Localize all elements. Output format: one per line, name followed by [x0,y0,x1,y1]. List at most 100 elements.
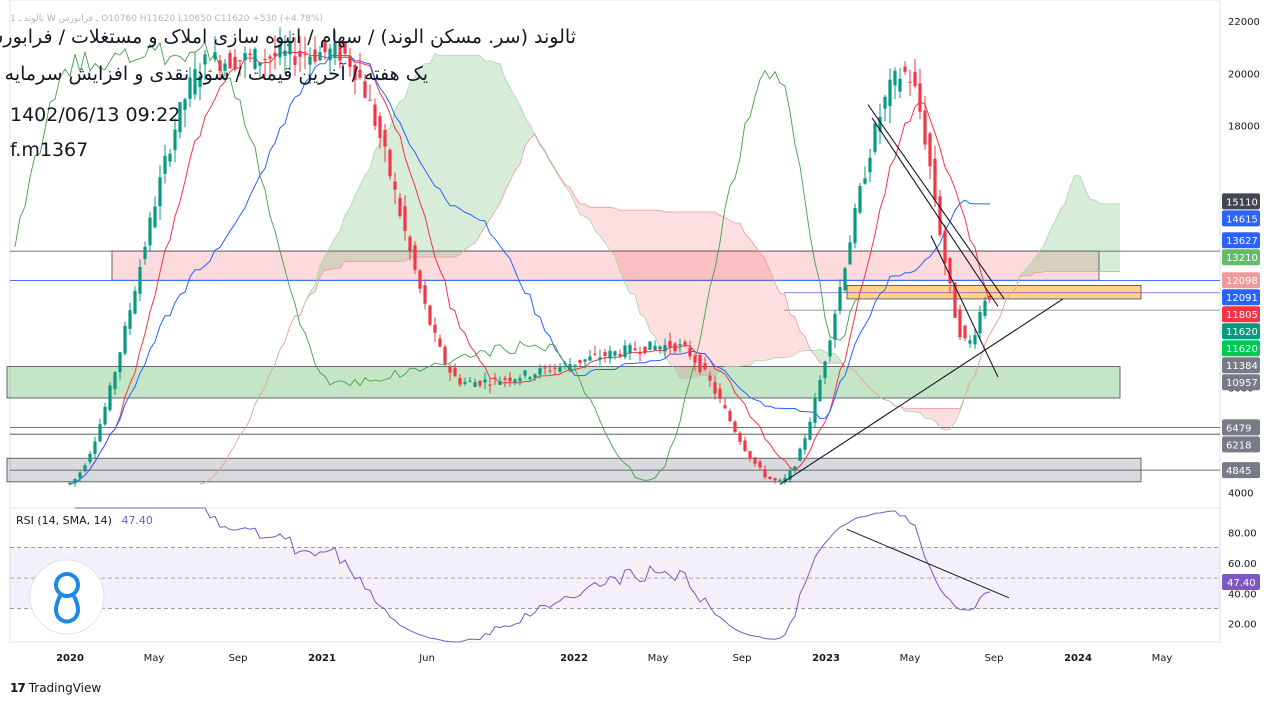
cloud-segment [590,207,595,231]
candle-body [388,149,392,177]
time-tick-label: 2024 [1064,653,1092,664]
lagging-span [14,41,861,481]
candle-body [108,385,112,411]
candle-body [428,305,432,325]
cloud-segment [355,185,360,262]
price-label-text: 14615 [1226,214,1258,225]
cloud-segment [770,270,775,360]
cloud-segment [380,132,385,262]
cloud-segment [1110,203,1115,272]
candle-body [148,217,152,246]
candle-body [593,353,597,355]
price-label-4845 [1222,462,1260,479]
candle-body [328,48,332,61]
cloud-segment [430,53,435,258]
time-tick-label: Sep [229,653,248,664]
candle-body [418,270,422,289]
cloud-segment [645,210,650,332]
rsi-legend[interactable]: RSI (14, SMA, 14) 47.40 [16,514,153,527]
candle-body [908,81,912,83]
price-label-15110 [1222,193,1260,210]
candle-body [838,287,842,311]
candle-body [893,70,897,86]
cloud-segment [620,210,625,283]
rsi-line [75,507,991,643]
cloud-segment [630,210,635,295]
cloud-segment [415,67,420,258]
candle-body [733,421,737,433]
rsi-label: RSI (14, SMA, 14) [16,514,112,527]
cloud-segment [325,247,330,270]
time-tick-label: Jun [418,653,435,664]
cloud-segment [525,117,530,147]
candle-body [68,482,72,485]
cloud-segment [635,210,640,315]
senkou-b [199,133,1120,485]
cloud-segment [580,204,585,217]
candle-body [673,343,677,352]
candle-body [603,352,607,356]
cloud-segment [680,211,685,379]
candle-body [158,177,162,207]
cloud-segment [585,204,590,220]
candle-body [513,379,517,383]
rsi-tick-label: 60.00 [1228,559,1257,570]
candle-body [113,372,117,390]
price-label-6218 [1222,436,1260,453]
price-label-12098 [1222,272,1260,289]
cloud-segment [480,55,485,235]
candle-body [713,382,717,394]
cloud-segment [515,96,520,171]
candle-body [493,377,497,379]
candle-body [773,478,777,481]
cloud-segment [395,101,400,262]
candle-body [948,257,952,284]
cloud-segment [1100,203,1105,272]
candle-body [918,83,922,112]
candle-body [798,448,802,461]
cloud-segment [320,255,325,277]
candle-body [633,348,637,351]
tradingview-brand[interactable]: 17 TradingView [10,681,101,695]
cloud-segment [920,408,925,419]
candle-body [173,129,177,151]
candle-body [548,370,552,372]
candle-body [743,440,747,452]
candle-body [688,347,692,357]
cloud-segment [450,55,455,258]
cloud-segment [685,211,690,379]
candle-body [153,206,157,227]
cloud-segment [610,207,615,257]
plot-frame [9,0,1221,643]
candle-body [518,378,522,382]
price-tick-label: 20000 [1228,69,1260,80]
candle-body [408,236,412,252]
cloud-segment [350,195,355,262]
cloud-segment [335,230,340,269]
cloud-segment [1085,188,1090,272]
candle-body [503,378,507,380]
cloud-segment [740,223,745,367]
candle-body [858,185,862,213]
falling-channel-bottom [930,235,999,378]
cloud-segment [650,210,655,337]
candle-body [133,291,137,314]
price-label-text: 6218 [1226,440,1251,451]
cloud-segment [720,215,725,372]
candle-body [253,48,257,69]
cloud-segment [390,109,395,262]
candle-body [463,382,467,384]
candle-body [583,359,587,362]
rsi-tick-label: 20.00 [1228,620,1257,631]
cloud-segment [575,196,580,215]
time-tick-label: Sep [733,653,752,664]
cloud-segment [1030,257,1035,276]
candle-body [343,42,347,54]
candle-body [978,312,982,334]
cloud-segment [760,252,765,361]
cloud-segment [1105,203,1110,272]
cloud-segment [370,150,375,262]
logo-ring [54,572,80,598]
